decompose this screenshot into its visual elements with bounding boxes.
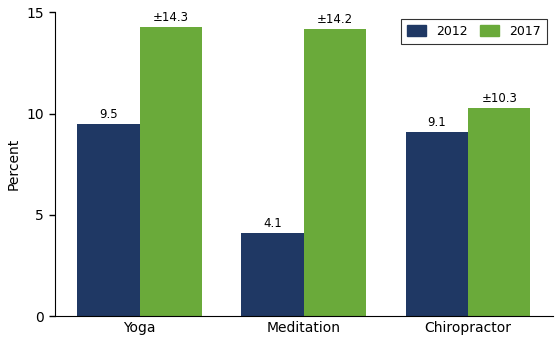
Text: 9.1: 9.1 xyxy=(427,116,446,129)
Text: 9.5: 9.5 xyxy=(99,108,118,121)
Bar xyxy=(405,132,468,316)
Text: ±14.2: ±14.2 xyxy=(317,13,353,26)
Bar xyxy=(139,27,202,316)
Y-axis label: Percent: Percent xyxy=(7,138,21,190)
Legend: 2012, 2017: 2012, 2017 xyxy=(401,19,547,44)
Bar xyxy=(468,108,530,316)
Text: ±14.3: ±14.3 xyxy=(153,11,189,24)
Bar xyxy=(304,29,366,316)
Bar xyxy=(77,124,139,316)
Text: ±10.3: ±10.3 xyxy=(481,92,517,105)
Bar xyxy=(241,233,304,316)
Text: 4.1: 4.1 xyxy=(263,217,282,230)
